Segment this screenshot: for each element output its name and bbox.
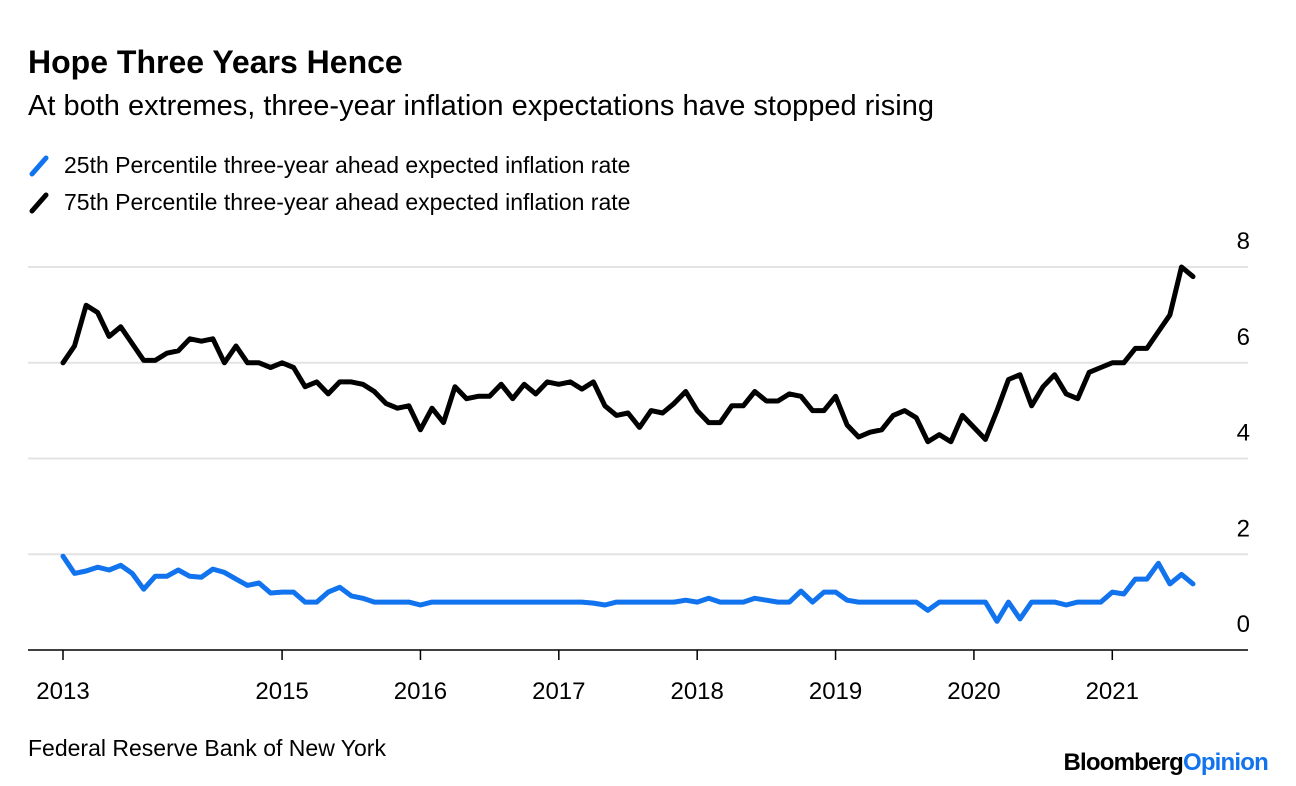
- chart-title: Hope Three Years Hence: [28, 44, 403, 80]
- legend-swatch: [29, 192, 49, 214]
- legend-label: 75th Percentile three-year ahead expecte…: [64, 189, 630, 215]
- y-tick-label: 6: [1237, 324, 1250, 351]
- x-tick-label: 2016: [394, 678, 447, 705]
- chart-subtitle: At both extremes, three-year inflation e…: [28, 90, 934, 122]
- series-line: [60, 264, 1196, 445]
- x-tick-label: 2017: [532, 678, 585, 705]
- legend-swatch: [29, 155, 49, 177]
- brand-name: Bloomberg: [1063, 749, 1183, 776]
- brand-label: Opinion: [1183, 749, 1268, 776]
- x-tick-label: 2013: [36, 678, 89, 705]
- x-tick-label: 2021: [1086, 678, 1139, 705]
- x-tick-label: 2019: [809, 678, 862, 705]
- x-tick-label: 2018: [670, 678, 723, 705]
- x-tick-label: 2015: [255, 678, 308, 705]
- y-tick-label: 4: [1237, 420, 1250, 447]
- brand-logo: BloombergOpinion: [1063, 749, 1268, 776]
- x-tick-label: 2020: [947, 678, 1000, 705]
- y-tick-label: 0: [1237, 611, 1250, 638]
- y-tick-label: 2: [1237, 515, 1250, 542]
- series-line: [60, 553, 1196, 624]
- y-tick-label: 8: [1237, 228, 1250, 255]
- legend-label: 25th Percentile three-year ahead expecte…: [64, 152, 630, 178]
- source: Federal Reserve Bank of New York: [28, 735, 386, 761]
